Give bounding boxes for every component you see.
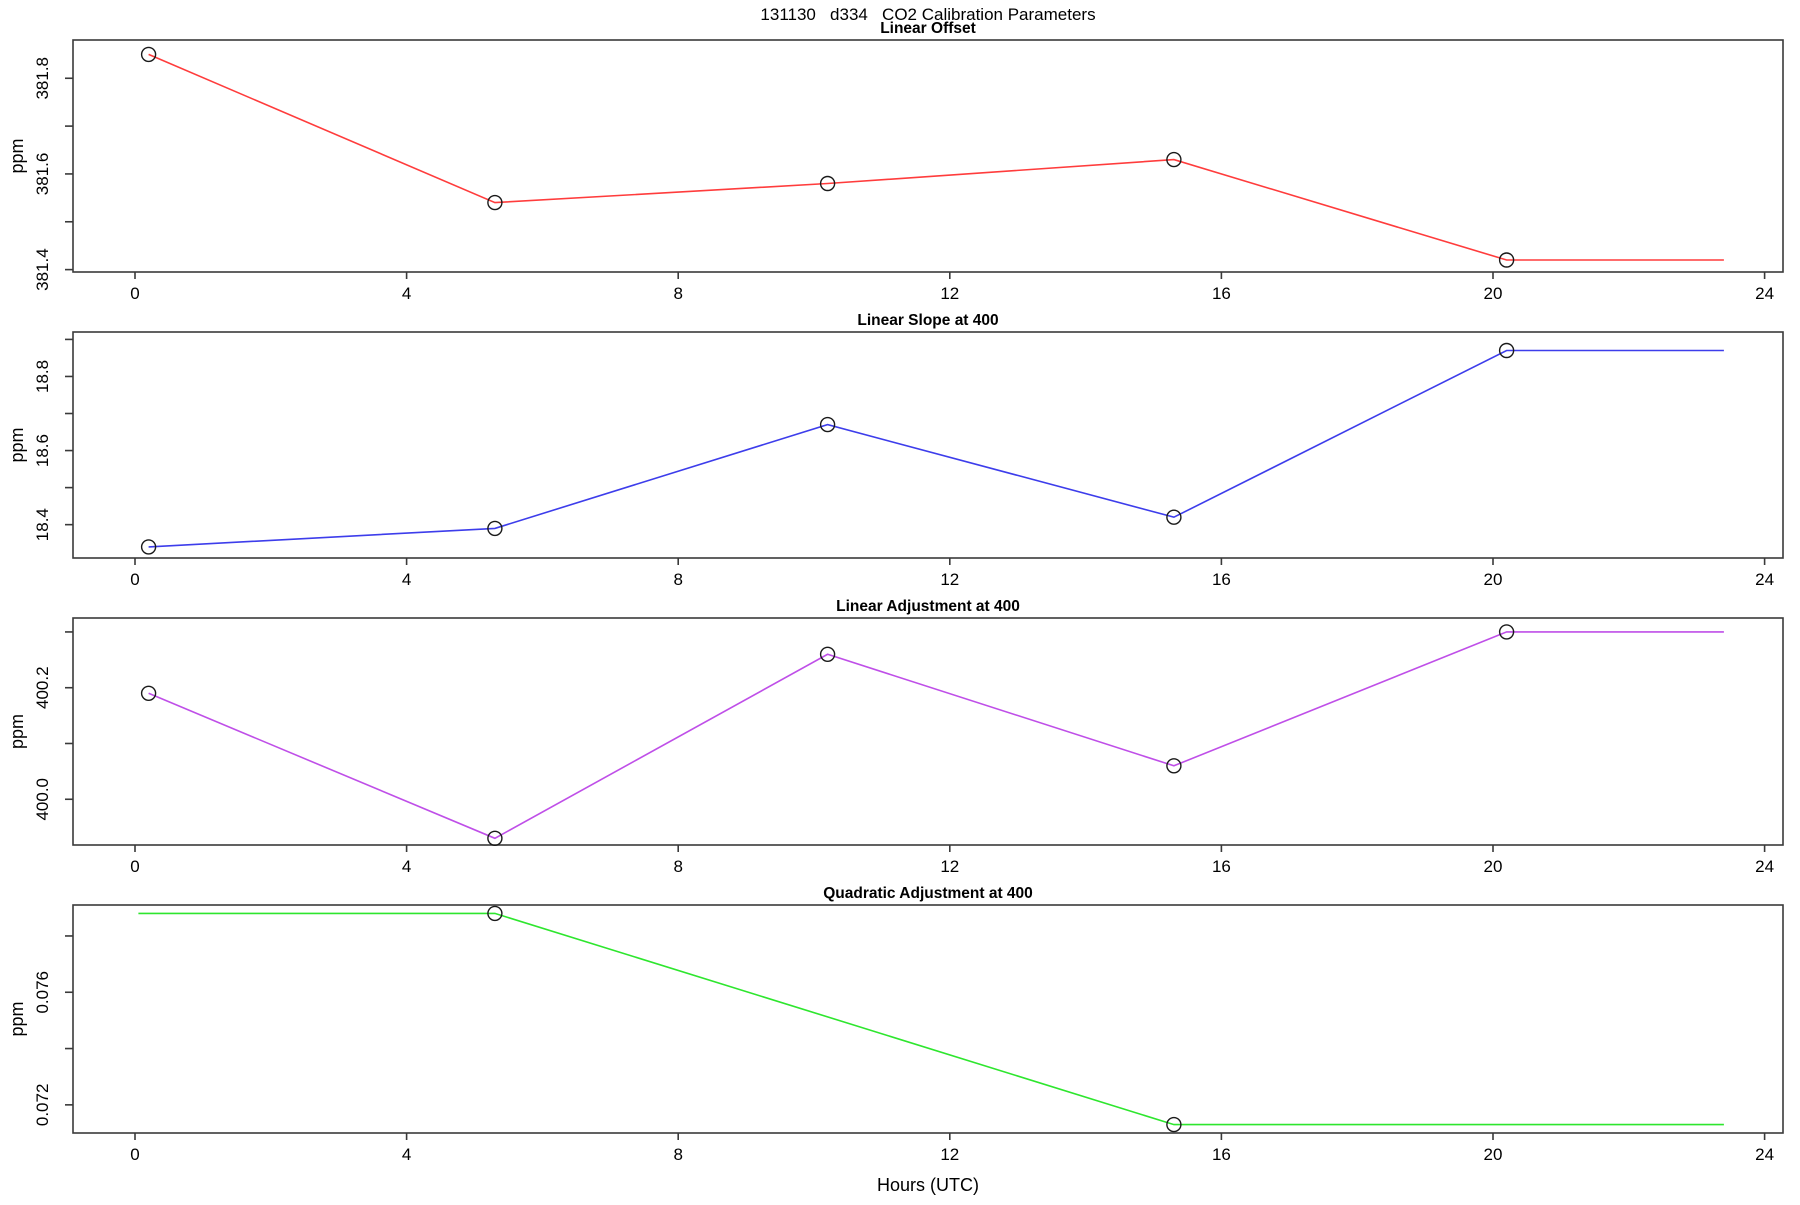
x-tick-label: 12 [940,857,959,876]
x-axis-title: Hours (UTC) [877,1175,979,1195]
subplot-quadratic-adjustment-at-400: Quadratic Adjustment at 400 0.072 0.076 ppm… [7,885,1784,1164]
y-axis-title: ppm [7,1001,27,1036]
x-tick-label: 8 [673,284,682,303]
data-point-marker [1166,151,1182,168]
subplot-title: Linear Adjustment at 400 [836,598,1020,615]
plot-box [72,331,1784,559]
x-tick-label: 12 [940,284,959,303]
y-tick-label: 18.8 [33,360,52,393]
x-tick-label: 4 [402,857,411,876]
plot-box [72,904,1784,1134]
x-tick-label: 16 [1212,284,1231,303]
data-point-marker [140,539,157,555]
data-point-marker [487,194,503,211]
data-point-marker [1166,1116,1182,1133]
x-tick-label: 0 [130,570,139,589]
y-axis-title: ppm [7,427,27,462]
y-tick-label: 18.4 [33,508,52,541]
x-tick-label: 20 [1484,284,1503,303]
x-tick-label: 8 [673,1145,682,1164]
y-tick-label: 0.072 [33,1084,52,1127]
subplot-container: Linear Offset 381.4 381.6 381.8 ppm 0 4 8 12 16 20… [7,20,1784,1164]
x-tick-label: 16 [1212,857,1231,876]
x-tick-label: 12 [940,1145,959,1164]
x-tick-label: 12 [940,570,959,589]
data-point-marker [819,646,836,662]
y-axis-title: ppm [7,714,27,749]
series-line [138,912,1724,1126]
series-line [148,631,1724,840]
x-tick-label: 16 [1212,1145,1231,1164]
y-tick-label: 381.6 [33,153,52,196]
y-tick-label: 381.8 [33,57,52,100]
x-tick-label: 20 [1484,1145,1503,1164]
data-point-marker [1498,252,1515,268]
x-tick-label: 0 [130,284,139,303]
subplot-linear-offset: Linear Offset 381.4 381.6 381.8 ppm 0 4 8 12 16 20… [7,20,1784,303]
main-title: 131130 d334 CO2 Calibration Parameters [760,5,1095,24]
data-point-marker [1166,509,1182,525]
y-tick-label: 400.2 [33,666,52,709]
plot-box [72,39,1784,273]
x-tick-label: 0 [130,857,139,876]
x-tick-label: 4 [402,1145,411,1164]
x-tick-label: 20 [1484,570,1503,589]
subplot-title: Linear Slope at 400 [857,312,998,329]
data-point-marker [140,46,157,63]
x-tick-label: 24 [1755,1145,1774,1164]
x-tick-label: 24 [1755,284,1774,303]
y-tick-label: 400.0 [33,778,52,821]
series-line [148,349,1724,548]
subplot-linear-adjustment-at-400: Linear Adjustment at 400 400.0 400.2 ppm 0 4 8… [7,598,1784,876]
subplot-linear-slope-at-400: Linear Slope at 400 18.4 18.6 18.8 ppm 0 4 8 12 1… [7,312,1784,589]
data-point-marker [819,175,836,192]
x-tick-label: 0 [130,1145,139,1164]
y-tick-label: 18.6 [33,434,52,467]
data-point-marker [487,830,503,846]
x-tick-label: 8 [673,570,682,589]
data-point-marker [819,416,836,433]
x-tick-label: 8 [673,857,682,876]
data-point-marker [1498,624,1515,640]
data-point-marker [1166,758,1182,774]
subplot-title: Quadratic Adjustment at 400 [823,885,1033,902]
plot-box [72,617,1784,846]
x-tick-label: 24 [1755,570,1774,589]
data-point-marker [1498,342,1515,359]
data-point-marker [140,685,157,701]
subplot-title: Linear Offset [880,20,976,37]
x-tick-label: 20 [1484,857,1503,876]
x-tick-label: 4 [402,284,411,303]
y-tick-label: 381.4 [33,248,52,291]
x-tick-label: 4 [402,570,411,589]
x-tick-label: 24 [1755,857,1774,876]
y-tick-label: 0.076 [33,971,52,1014]
data-point-marker [487,520,503,537]
data-point-marker [487,905,503,922]
series-line [148,53,1724,261]
x-tick-label: 16 [1212,570,1231,589]
y-axis-title: ppm [7,138,27,173]
